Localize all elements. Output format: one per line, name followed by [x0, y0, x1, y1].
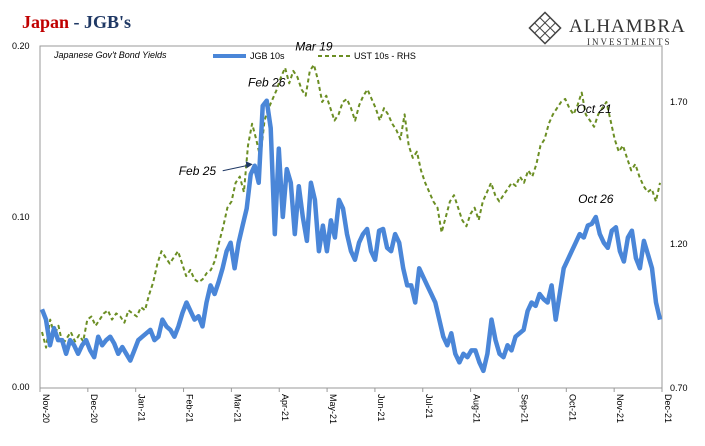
x-tick-label: Nov-20: [41, 394, 51, 423]
logo-name: Alhambra: [569, 16, 686, 37]
x-tick-label: Jul-21: [424, 394, 434, 419]
annotations: Feb 26 Feb 25 Mar 19 Oct 21 Oct 26: [179, 40, 614, 206]
plot-frame: [39, 45, 663, 389]
alhambra-logo: Alhambra Investments: [528, 11, 686, 47]
x-axis: Nov-20 Dec-20 Jan-21 Feb-21 Mar-21 Apr-21 May-…: [39, 388, 673, 424]
x-tick-label: Feb-21: [185, 394, 195, 423]
y-left-tick-2: 0.20: [12, 41, 30, 51]
annotation-label: Oct 21: [576, 102, 611, 116]
y-axis-left: 0.00 0.10 0.20: [12, 41, 30, 392]
y-right-tick-1: 1.20: [670, 239, 688, 249]
y-right-tick-0: 0.70: [670, 383, 688, 393]
annotation-label: Oct 26: [578, 192, 614, 206]
y-left-tick-0: 0.00: [12, 382, 30, 392]
legend-label-jgb: JGB 10s: [250, 51, 285, 61]
annotation-label: Feb 25: [179, 164, 217, 178]
legend: JGB 10s UST 10s - RHS: [213, 51, 416, 61]
y-right-tick-2: 1.70: [670, 97, 688, 107]
x-tick-label: Apr-21: [280, 394, 290, 421]
annotation-label: Mar 19: [295, 40, 333, 54]
x-tick-label: Sep-21: [519, 394, 529, 423]
annotation-arrow: [222, 164, 251, 172]
title-part-japan: Japan: [22, 12, 69, 32]
x-tick-label: Dec-21: [663, 394, 673, 423]
x-tick-label: Jan-21: [137, 394, 147, 422]
series-line-ust-10s: [41, 63, 661, 349]
x-tick-label: May-21: [328, 394, 338, 424]
legend-label-ust: UST 10s - RHS: [354, 51, 416, 61]
x-tick-label: Oct-21: [567, 394, 577, 421]
annotation-arrowhead: [245, 161, 253, 169]
x-tick-label: Dec-20: [89, 394, 99, 423]
chart-title: Japan - JGB's: [22, 12, 131, 32]
logo-sub: Investments: [587, 37, 672, 47]
y-axis-right: 0.70 1.20 1.70: [670, 97, 688, 393]
x-tick-label: Nov-21: [615, 394, 625, 423]
series-line-jgb-10s: [39, 98, 663, 374]
title-part-jgb: - JGB's: [69, 12, 131, 32]
x-tick-label: Mar-21: [232, 394, 242, 423]
diamond-lattice-icon: [528, 11, 562, 45]
y-left-tick-1: 0.10: [12, 212, 30, 222]
annotation-label: Feb 26: [248, 76, 286, 90]
x-tick-label: Aug-21: [472, 394, 482, 423]
x-tick-label: Jun-21: [376, 394, 386, 422]
series-layer: [39, 63, 663, 374]
chart-subtitle: Japanese Gov't Bond Yields: [53, 50, 167, 60]
